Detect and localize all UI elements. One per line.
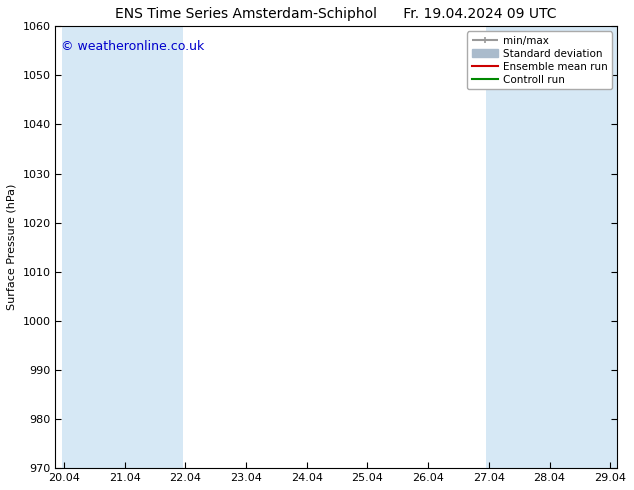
Legend: min/max, Standard deviation, Ensemble mean run, Controll run: min/max, Standard deviation, Ensemble me… [467,31,612,89]
Bar [608,26,617,468]
Bar [486,26,608,468]
Bar [61,26,183,468]
Y-axis label: Surface Pressure (hPa): Surface Pressure (hPa) [7,184,17,311]
Title: ENS Time Series Amsterdam-Schiphol      Fr. 19.04.2024 09 UTC: ENS Time Series Amsterdam-Schiphol Fr. 1… [115,7,557,21]
Text: © weatheronline.co.uk: © weatheronline.co.uk [61,40,204,52]
